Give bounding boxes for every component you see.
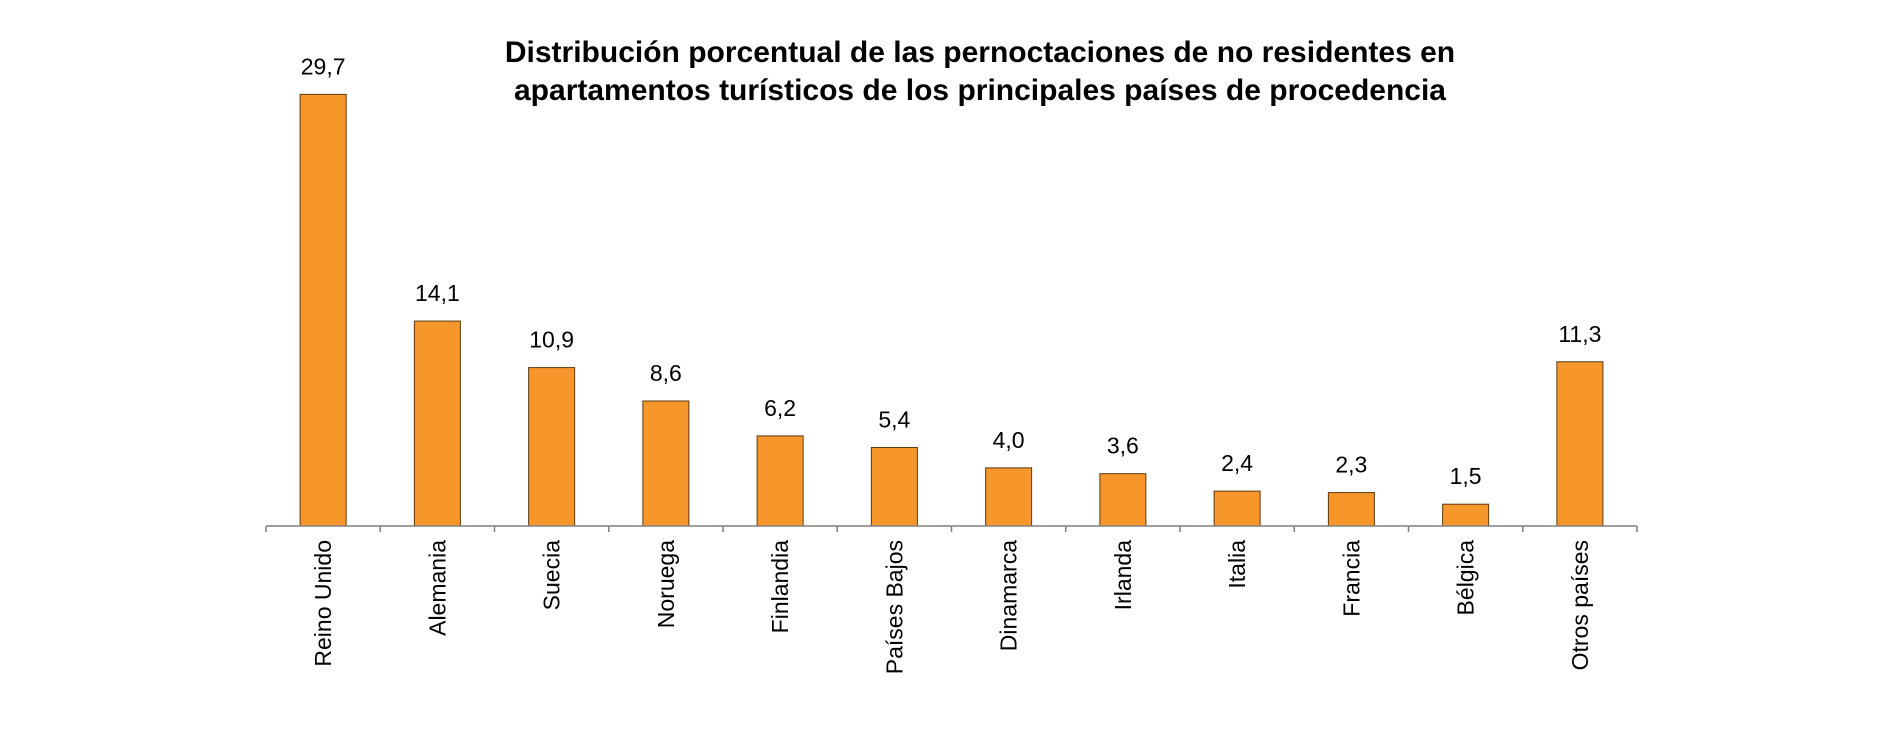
data-label: 29,7 [301, 53, 346, 79]
data-label: 8,6 [650, 360, 682, 386]
bar-series [299, 93, 1604, 527]
chart-title: Distribución porcentual de las pernoctac… [505, 36, 1455, 107]
data-label: 2,3 [1335, 452, 1367, 478]
category-label: Dinamarca [996, 540, 1022, 651]
data-label: 2,4 [1221, 450, 1253, 476]
category-label: Francia [1338, 540, 1364, 617]
bar [1442, 503, 1490, 527]
bar [870, 447, 918, 527]
x-axis [265, 525, 1638, 532]
bar [1327, 492, 1375, 527]
data-label: 14,1 [415, 280, 460, 306]
category-label: Otros países [1567, 540, 1593, 670]
category-label: Países Bajos [881, 540, 907, 674]
chart-title-line-1: Distribución porcentual de las pernoctac… [505, 36, 1455, 69]
data-label: 3,6 [1107, 433, 1139, 459]
data-label: 1,5 [1450, 463, 1482, 489]
bar [756, 435, 804, 527]
category-labels: Reino Unido Alemania Suecia Noruega Finlandi… [310, 540, 1593, 674]
category-label: Italia [1224, 540, 1250, 589]
bar [299, 93, 347, 527]
bar [1213, 490, 1261, 527]
category-label: Bélgica [1453, 540, 1479, 616]
bar [642, 400, 690, 527]
category-label: Reino Unido [310, 540, 336, 667]
category-label: Suecia [539, 540, 565, 611]
data-label: 10,9 [529, 327, 574, 353]
data-label: 5,4 [878, 407, 910, 433]
bar [1556, 361, 1604, 527]
data-labels: 29,7 14,1 10,9 8,6 6,2 5,4 4,0 3,6 2,4 2,3 1,5 11,3 [301, 53, 1602, 489]
category-label: Irlanda [1110, 540, 1136, 611]
category-label: Finlandia [767, 540, 793, 634]
bar [413, 320, 461, 527]
category-label: Noruega [653, 540, 679, 628]
chart-title-line-2: apartamentos turísticos de los principal… [514, 74, 1446, 107]
data-label: 11,3 [1558, 321, 1601, 347]
bar [528, 367, 576, 527]
category-label: Alemania [424, 540, 450, 636]
data-label: 4,0 [993, 427, 1025, 453]
bar [1099, 473, 1147, 527]
data-label: 6,2 [764, 395, 796, 421]
bar [985, 467, 1033, 527]
